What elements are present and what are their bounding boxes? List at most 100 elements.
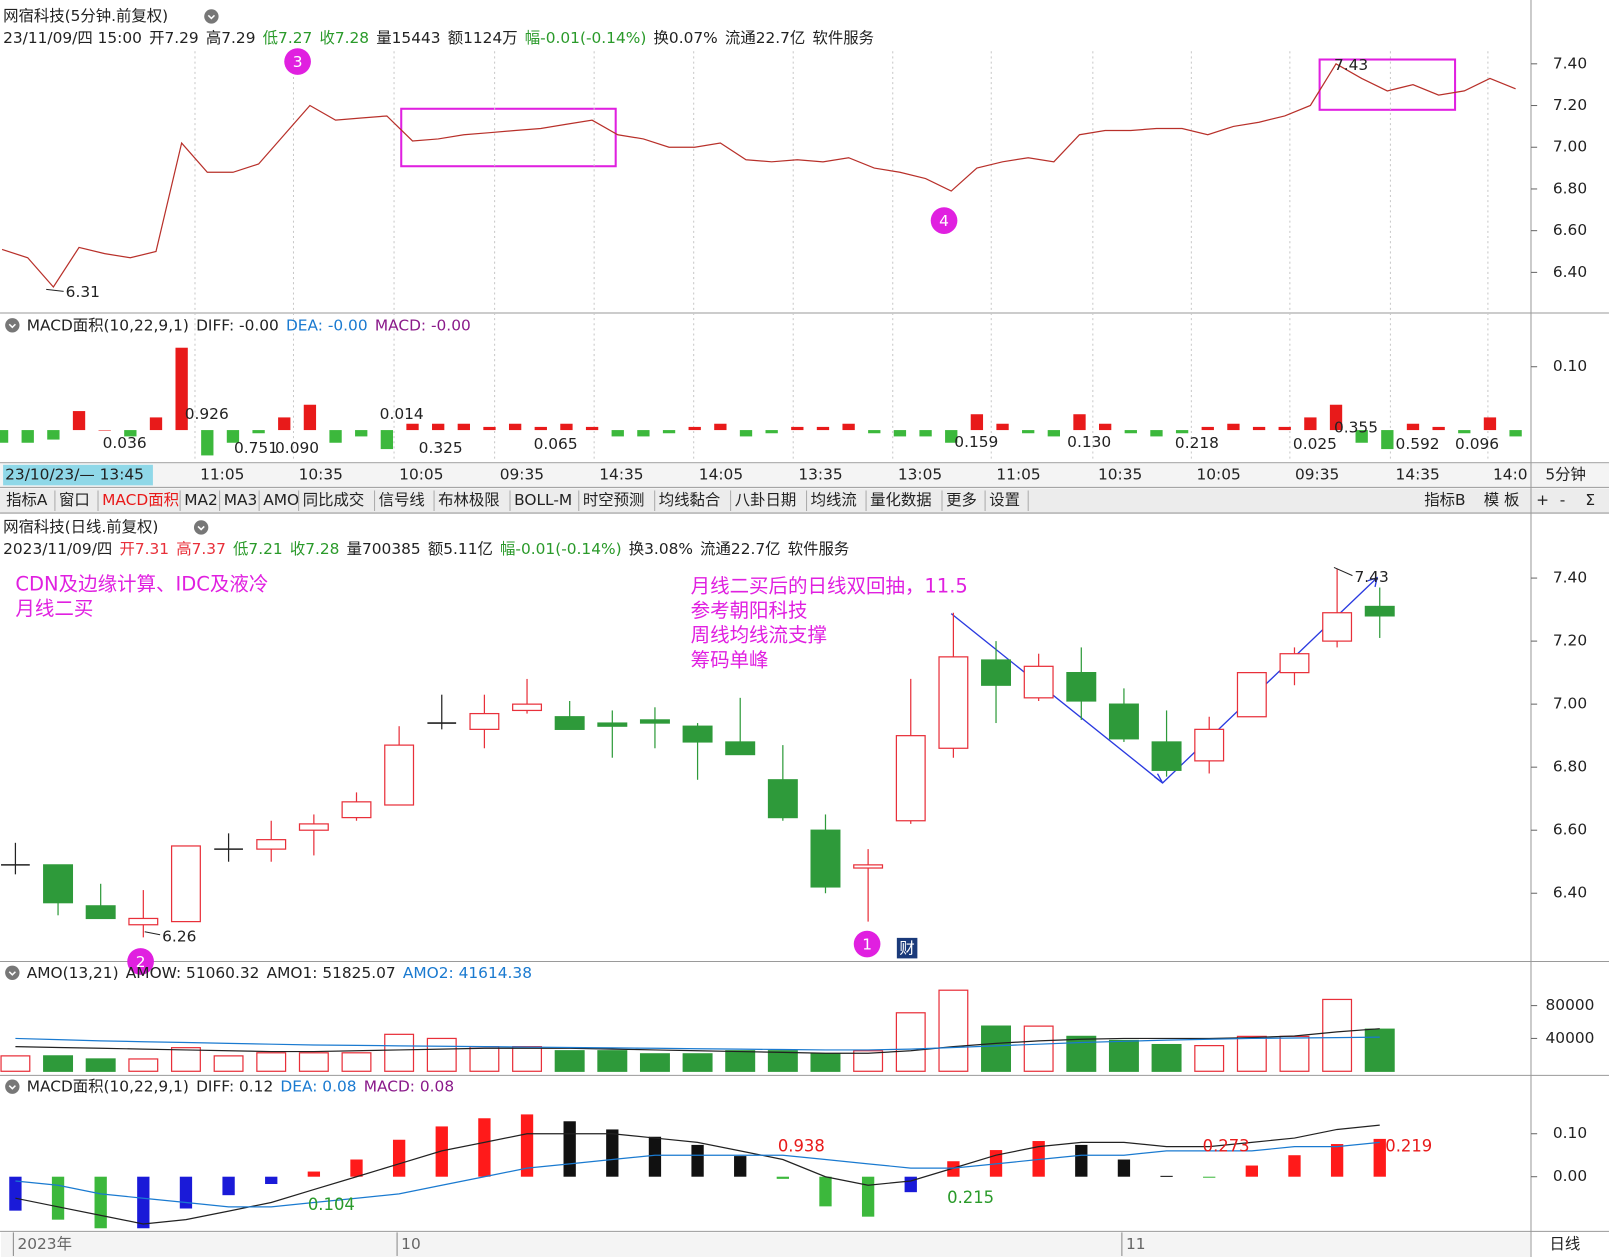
indicator-legend-item: DIFF: -0.00	[196, 316, 279, 334]
panel-menu-icon[interactable]	[5, 1079, 20, 1094]
macd-bar	[1032, 1141, 1045, 1177]
macd-bar	[222, 1176, 235, 1196]
indicator-legend-item: MACD: -0.00	[375, 316, 471, 334]
date-unit: 日线	[1549, 1235, 1580, 1253]
toolbar-tab[interactable]: 窗口	[59, 491, 90, 509]
quote-info-item: 软件服务	[788, 539, 850, 557]
candle-body	[554, 716, 585, 730]
candle-body	[43, 864, 74, 904]
macd-bar	[1117, 1159, 1131, 1177]
macd-value-label: 0.104	[308, 1195, 355, 1214]
macd-bar	[478, 1118, 491, 1177]
macd-bar	[1330, 1144, 1344, 1177]
time-unit: 5分钟	[1545, 466, 1586, 484]
indicator-legend-item: AMO1: 51825.07	[267, 963, 396, 981]
macd-value-label: 0.325	[419, 439, 463, 457]
toolbar-tab[interactable]: MA2	[184, 491, 218, 509]
candle-body	[895, 735, 926, 822]
toolbar-bar	[0, 488, 1609, 514]
toolbar-tab[interactable]: 模 板	[1484, 491, 1520, 509]
volume-bar	[256, 1052, 287, 1072]
marker-label: 4	[939, 212, 949, 230]
macd-bar	[406, 423, 419, 431]
macd-value-label: 0.592	[1396, 435, 1440, 453]
panel-menu-icon[interactable]	[204, 9, 219, 24]
time-highlight	[3, 464, 153, 486]
toolbar-tab[interactable]: Σ	[1585, 491, 1595, 509]
panel-menu-icon[interactable]	[193, 520, 209, 535]
macd-bar	[816, 426, 830, 431]
volume-bar	[1279, 1035, 1310, 1072]
macd-value-label: 0.215	[947, 1188, 994, 1207]
macd-bar	[1406, 423, 1420, 431]
toolbar-tab[interactable]: +	[1536, 491, 1549, 509]
macd-bar	[734, 1156, 747, 1177]
volume-bar	[1194, 1045, 1225, 1072]
toolbar-tab[interactable]: MA3	[224, 491, 258, 509]
toolbar-tab[interactable]: 量化数据	[870, 491, 932, 509]
indicator-legend-item: DEA: 0.08	[280, 1077, 356, 1095]
macd-bar	[457, 423, 470, 431]
macd-value-label: 0.355	[1334, 418, 1378, 436]
toolbar-tab[interactable]: 同比成交	[303, 491, 364, 509]
indicator-legend-item: DEA: -0.00	[286, 316, 368, 334]
candle-body	[1322, 612, 1353, 642]
time-label: 10:05	[399, 466, 443, 484]
candle-body	[170, 845, 201, 923]
toolbar-tab[interactable]: 时空预测	[583, 491, 645, 509]
toolbar-tab[interactable]: 更多	[946, 491, 977, 509]
y-tick-label: 80000	[1546, 996, 1595, 1014]
date-label: 2023年	[17, 1235, 72, 1253]
macd-bar	[307, 1171, 321, 1177]
y-tick-label: 6.80	[1553, 179, 1587, 197]
macd-value-label: 0.014	[380, 405, 424, 423]
toolbar-tab[interactable]: 八卦日期	[735, 491, 797, 509]
volume-bar	[1236, 1035, 1267, 1072]
candle-body	[938, 656, 969, 749]
toolbar-tab[interactable]: 均线流	[811, 491, 857, 509]
macd-value-label: 0.159	[954, 433, 998, 451]
candle-body	[810, 829, 841, 888]
macd-bar	[648, 1136, 662, 1177]
volume-bar	[810, 1053, 841, 1072]
macd-bar	[350, 1159, 363, 1177]
y-tick-label: 0.10	[1553, 1124, 1587, 1142]
toolbar-tab[interactable]: 布林极限	[438, 491, 500, 509]
volume-bar	[1151, 1043, 1182, 1072]
high-arrow	[1333, 566, 1353, 577]
toolbar-tab[interactable]: AMO	[263, 491, 299, 509]
low-arrow	[144, 931, 161, 936]
toolbar-tab[interactable]: MACD面积	[102, 491, 179, 509]
toolbar-tab[interactable]: 指标B	[1424, 491, 1465, 509]
indicator-legend-item: AMOW: 51060.32	[126, 963, 260, 981]
volume-bar	[853, 1050, 884, 1072]
time-label: 09:35	[500, 466, 544, 484]
toolbar-tab[interactable]: BOLL-M	[514, 491, 572, 509]
macd-value-label: 0.218	[1175, 434, 1219, 452]
panel-menu-icon[interactable]	[5, 318, 20, 333]
volume-bar	[298, 1052, 329, 1072]
macd-bar	[329, 430, 342, 443]
panel-menu-chevron	[197, 525, 205, 531]
candle-body	[1151, 741, 1182, 771]
quote-info-item: 开7.31	[119, 539, 169, 557]
volume-bar	[981, 1025, 1012, 1072]
toolbar-tab[interactable]: 设置	[989, 491, 1020, 509]
volume-bar	[0, 1055, 31, 1072]
indicator-legend-item: MACD面积(10,22,9,1)	[27, 1077, 189, 1095]
macd-bar	[1329, 404, 1343, 431]
panel-menu-icon[interactable]	[5, 965, 20, 980]
panel-menu-chevron	[207, 14, 216, 20]
indicator-legend-item: AMO(13,21)	[27, 963, 119, 981]
quote-info-item: 量700385	[347, 539, 421, 557]
toolbar-tab[interactable]: 均线黏合	[659, 491, 721, 509]
panel-menu-chevron	[8, 1085, 16, 1090]
time-label: 10:35	[299, 466, 343, 484]
toolbar-tab[interactable]: 指标A	[6, 491, 48, 509]
toolbar-tab[interactable]: -	[1560, 491, 1566, 509]
macd-bar	[1432, 426, 1445, 431]
toolbar-tab[interactable]: 信号线	[379, 491, 425, 509]
badge: 财	[899, 940, 914, 958]
volume-average-line	[15, 1036, 1380, 1051]
